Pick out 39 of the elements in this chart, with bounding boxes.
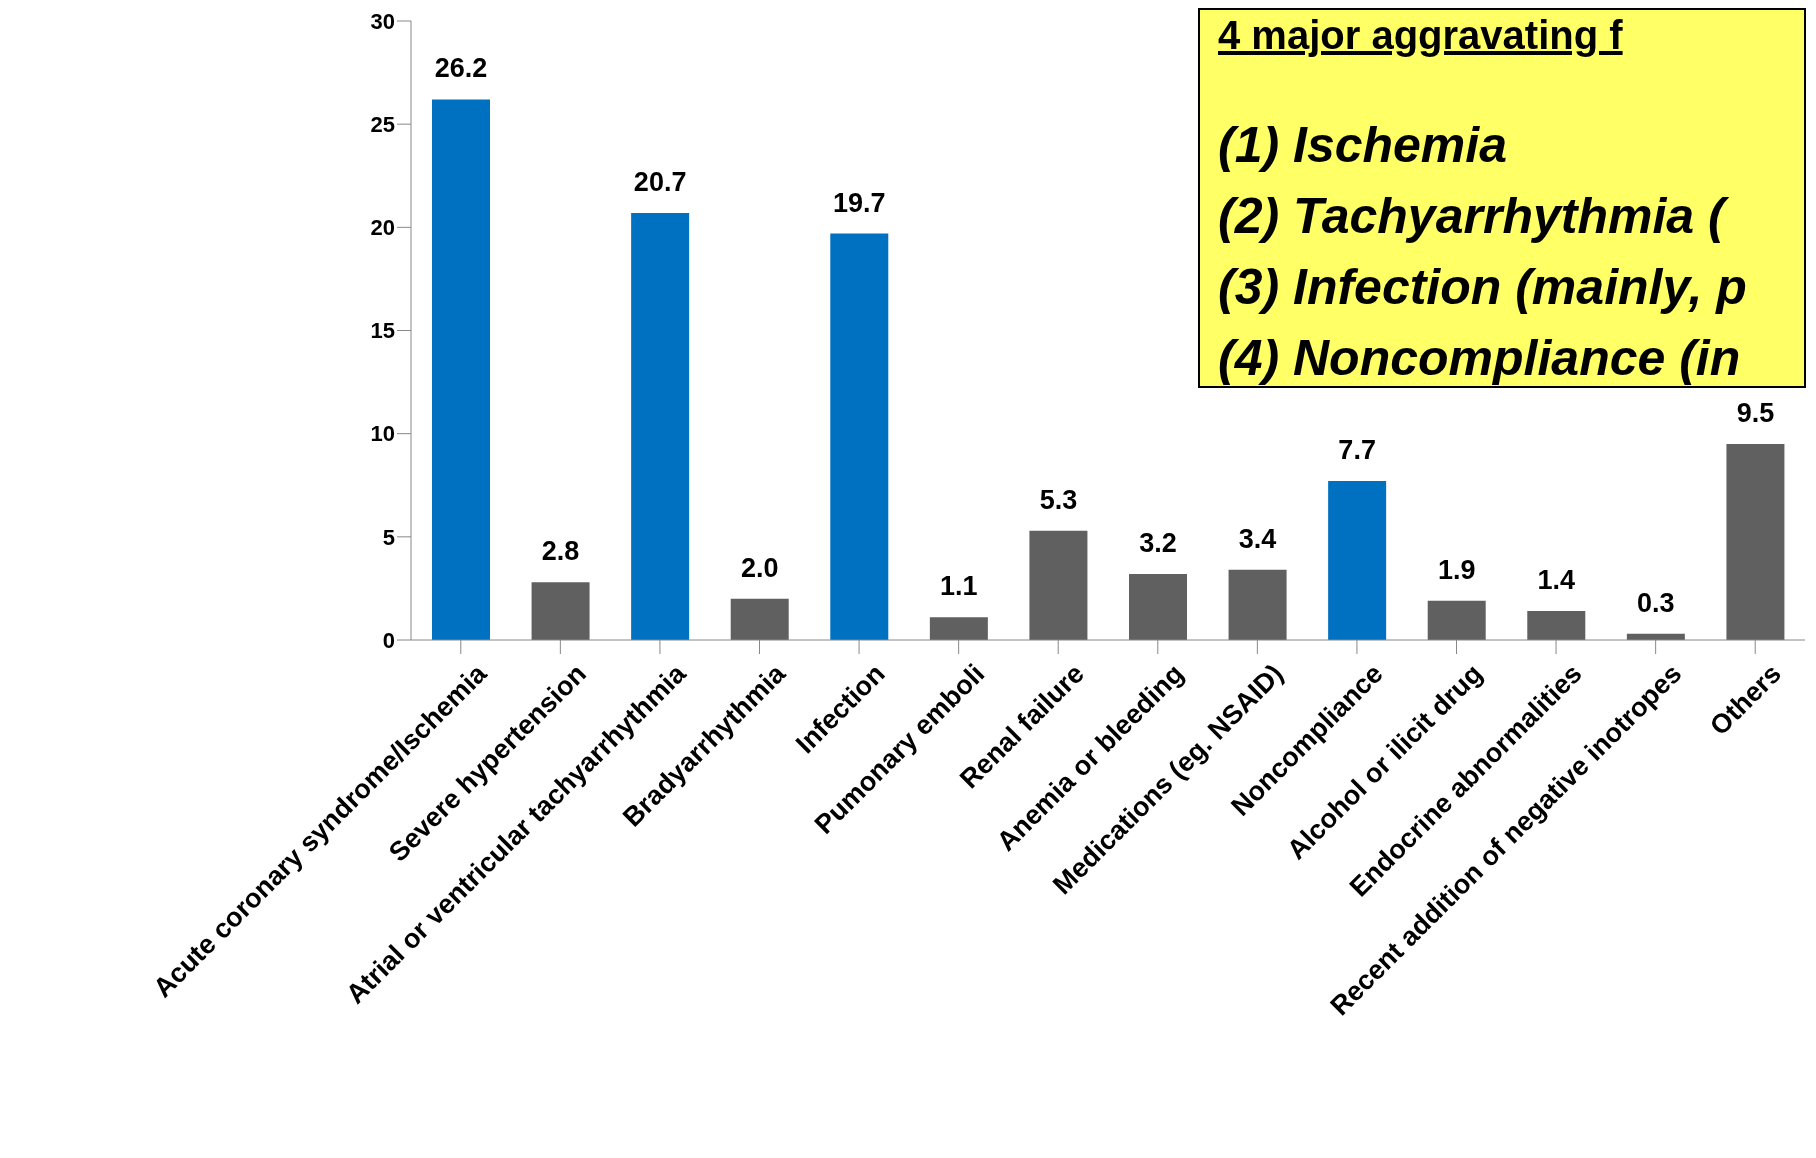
y-tick-label: 5 <box>382 524 395 550</box>
data-label: 3.4 <box>1238 523 1277 554</box>
data-label: 20.7 <box>633 166 687 197</box>
bar <box>929 617 988 640</box>
bar <box>432 99 490 640</box>
data-label: 1.1 <box>940 571 978 602</box>
bar <box>1726 443 1785 640</box>
data-label: 9.5 <box>1736 397 1775 428</box>
data-label: 19.7 <box>833 187 886 218</box>
data-label: 5.3 <box>1039 484 1078 515</box>
data-label: 26.2 <box>434 53 488 84</box>
bar <box>1129 573 1187 640</box>
bar <box>830 233 889 640</box>
bar <box>730 598 789 640</box>
data-label: 2.0 <box>740 552 779 583</box>
annotation: 4 major aggravating f <box>1218 12 1624 59</box>
bar <box>531 582 590 640</box>
y-tick-label: 10 <box>370 421 395 447</box>
annotation: (1) Ischemia <box>1218 116 1508 175</box>
annotation: (4) Noncompliance (in <box>1218 329 1742 388</box>
y-tick-label: 30 <box>370 8 395 34</box>
data-label: 1.9 <box>1437 554 1476 585</box>
y-tick-label: 20 <box>370 215 395 241</box>
bar <box>1228 569 1287 640</box>
annotation: (2) Tachyarrhythmia ( <box>1218 187 1730 246</box>
data-label: 3.2 <box>1139 527 1177 558</box>
y-tick-label: 15 <box>370 318 395 344</box>
data-label: 1.4 <box>1537 565 1576 596</box>
bar <box>1029 530 1088 640</box>
bar <box>1328 481 1387 640</box>
data-label: 2.8 <box>541 536 580 567</box>
y-tick-label: 25 <box>370 111 395 137</box>
data-label: 0.3 <box>1637 587 1675 618</box>
y-tick-label: 0 <box>382 627 395 653</box>
annotation: (3) Infection (mainly, p <box>1218 258 1748 317</box>
data-label: 7.7 <box>1338 435 1376 466</box>
bar <box>1427 600 1486 640</box>
bar <box>1527 611 1586 640</box>
bar <box>631 212 690 640</box>
